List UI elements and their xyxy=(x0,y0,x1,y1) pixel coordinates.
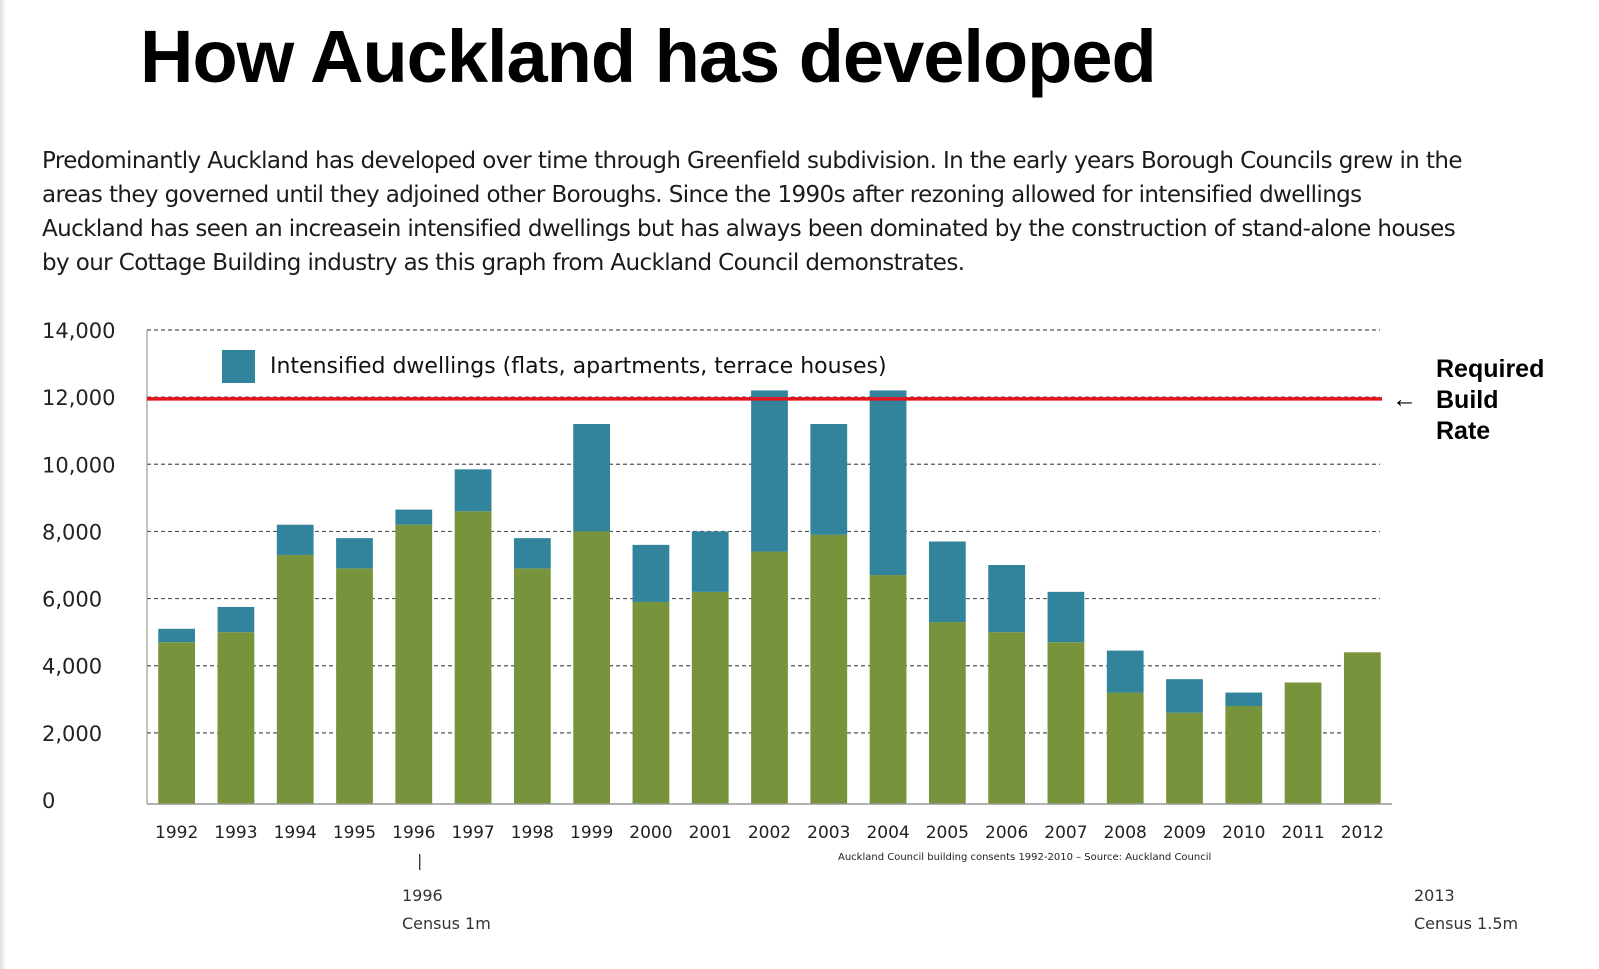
x-tick-label: 1996 xyxy=(392,823,435,843)
x-tick-label: 1997 xyxy=(451,823,494,843)
bar-intensified-2004 xyxy=(869,390,907,576)
x-tick-label: 2001 xyxy=(689,823,732,843)
required-build-rate-label-line: Required xyxy=(1436,355,1544,383)
intro-line: Predominantly Auckland has developed ove… xyxy=(42,148,1463,174)
x-tick-label: 2000 xyxy=(629,823,672,843)
x-axis: 1992 1993 1994 1995 1996 1997 1998 1999 2000 2001… xyxy=(147,803,1392,843)
intro-line: by our Cottage Building industry as this… xyxy=(42,250,965,276)
bar-intensified-1994 xyxy=(276,524,314,555)
y-tick-label: 8,000 xyxy=(42,520,102,544)
y-tick-label: 4,000 xyxy=(42,655,102,679)
bar-standalone-2012 xyxy=(1343,652,1381,804)
y-tick-label: 6,000 xyxy=(42,588,102,612)
bar-intensified-1996 xyxy=(395,509,433,525)
bar-standalone-2001 xyxy=(691,591,729,804)
intro-paragraph: Predominantly Auckland has developed ove… xyxy=(42,144,1552,280)
x-tick-label: 2003 xyxy=(807,823,850,843)
x-tick-label: 2012 xyxy=(1341,823,1384,843)
intro-line: areas they governed until they adjoined … xyxy=(42,182,1362,208)
x-tick-label: 2009 xyxy=(1163,823,1206,843)
bar-standalone-2008 xyxy=(1106,692,1144,804)
x-tick-label: 2005 xyxy=(926,823,969,843)
bar-intensified-1997 xyxy=(454,469,492,512)
bar-intensified-2007 xyxy=(1047,591,1085,643)
x-tick-label: 1998 xyxy=(511,823,554,843)
bar-intensified-2005 xyxy=(928,541,966,623)
census-tick-mark: | xyxy=(417,851,422,870)
legend: Intensified dwellings (flats, apartments… xyxy=(222,350,887,383)
bar-intensified-1993 xyxy=(217,606,255,633)
slide-left-edge xyxy=(0,0,6,969)
x-tick-label: 1999 xyxy=(570,823,613,843)
intro-line: Auckland has seen an increasein intensif… xyxy=(42,216,1456,242)
bar-standalone-1995 xyxy=(336,568,373,804)
bar-standalone-2009 xyxy=(1166,712,1203,804)
bar-intensified-2009 xyxy=(1166,679,1203,713)
y-tick-label: 0 xyxy=(42,789,55,813)
x-tick-label: 1995 xyxy=(333,823,376,843)
x-tick-label: 1992 xyxy=(155,823,198,843)
bar-intensified-2001 xyxy=(691,531,729,592)
y-tick-label: 10,000 xyxy=(42,453,115,477)
x-tick-label: 2010 xyxy=(1222,823,1265,843)
census-label: Census 1.5m xyxy=(1414,914,1518,933)
census-year: 2013 xyxy=(1414,886,1455,905)
required-build-rate-label-line: Build xyxy=(1436,386,1499,414)
bar-standalone-2011 xyxy=(1284,682,1322,804)
bar-intensified-2006 xyxy=(988,565,1026,633)
bar-standalone-2002 xyxy=(751,551,788,804)
required-build-rate-arrow: ← xyxy=(1392,385,1417,413)
bar-standalone-1997 xyxy=(454,511,492,804)
bar-intensified-1992 xyxy=(158,628,196,643)
census-annotation-2013: 2013 Census 1.5m xyxy=(1414,886,1518,933)
y-axis: 0 2,000 4,000 6,000 8,000 10,000 12,000 14,000 xyxy=(42,319,148,813)
bar-intensified-1998 xyxy=(513,538,551,569)
bar-standalone-2004 xyxy=(869,575,907,804)
bar-intensified-1995 xyxy=(336,538,373,569)
source-note: Auckland Council building consents 1992-… xyxy=(838,852,1211,863)
bar-standalone-2005 xyxy=(928,622,966,804)
x-tick-label: 2008 xyxy=(1104,823,1147,843)
bar-standalone-1999 xyxy=(573,531,611,804)
legend-label-intensified: Intensified dwellings (flats, apartments… xyxy=(270,354,887,379)
bar-standalone-2007 xyxy=(1047,642,1085,804)
x-tick-label: 2006 xyxy=(985,823,1028,843)
bar-intensified-2010 xyxy=(1225,692,1263,706)
x-tick-label: 2011 xyxy=(1281,823,1324,843)
y-tick-label: 12,000 xyxy=(42,386,115,410)
bar-standalone-1992 xyxy=(158,642,196,804)
legend-swatch-intensified xyxy=(222,350,255,383)
x-tick-label: 1994 xyxy=(274,823,317,843)
bar-standalone-1994 xyxy=(276,554,314,804)
census-year: 1996 xyxy=(402,886,443,905)
census-annotation-1996: | 1996 Census 1m xyxy=(402,851,491,933)
bar-intensified-2008 xyxy=(1106,650,1144,693)
page-title: How Auckland has developed xyxy=(140,15,1157,98)
census-label: Census 1m xyxy=(402,914,491,933)
bar-intensified-2003 xyxy=(810,424,848,535)
bar-standalone-2003 xyxy=(810,534,848,804)
required-build-rate-label: ← Required Build Rate xyxy=(1392,355,1544,445)
bar-intensified-2000 xyxy=(632,544,670,602)
required-build-rate-label-line: Rate xyxy=(1436,417,1490,445)
bar-intensified-1999 xyxy=(573,424,611,532)
bar-standalone-2000 xyxy=(632,601,670,804)
bar-standalone-1993 xyxy=(217,632,255,804)
bar-standalone-1998 xyxy=(513,568,551,804)
bars xyxy=(158,390,1381,804)
y-tick-label: 2,000 xyxy=(42,722,102,746)
y-tick-label: 14,000 xyxy=(42,319,115,343)
x-tick-label: 1993 xyxy=(214,823,257,843)
x-tick-label: 2004 xyxy=(866,823,909,843)
bar-standalone-1996 xyxy=(395,524,433,804)
bar-standalone-2006 xyxy=(988,632,1026,804)
bar-standalone-2010 xyxy=(1225,706,1263,804)
x-tick-label: 2002 xyxy=(748,823,791,843)
x-tick-label: 2007 xyxy=(1044,823,1087,843)
bar-intensified-2002 xyxy=(751,390,788,552)
